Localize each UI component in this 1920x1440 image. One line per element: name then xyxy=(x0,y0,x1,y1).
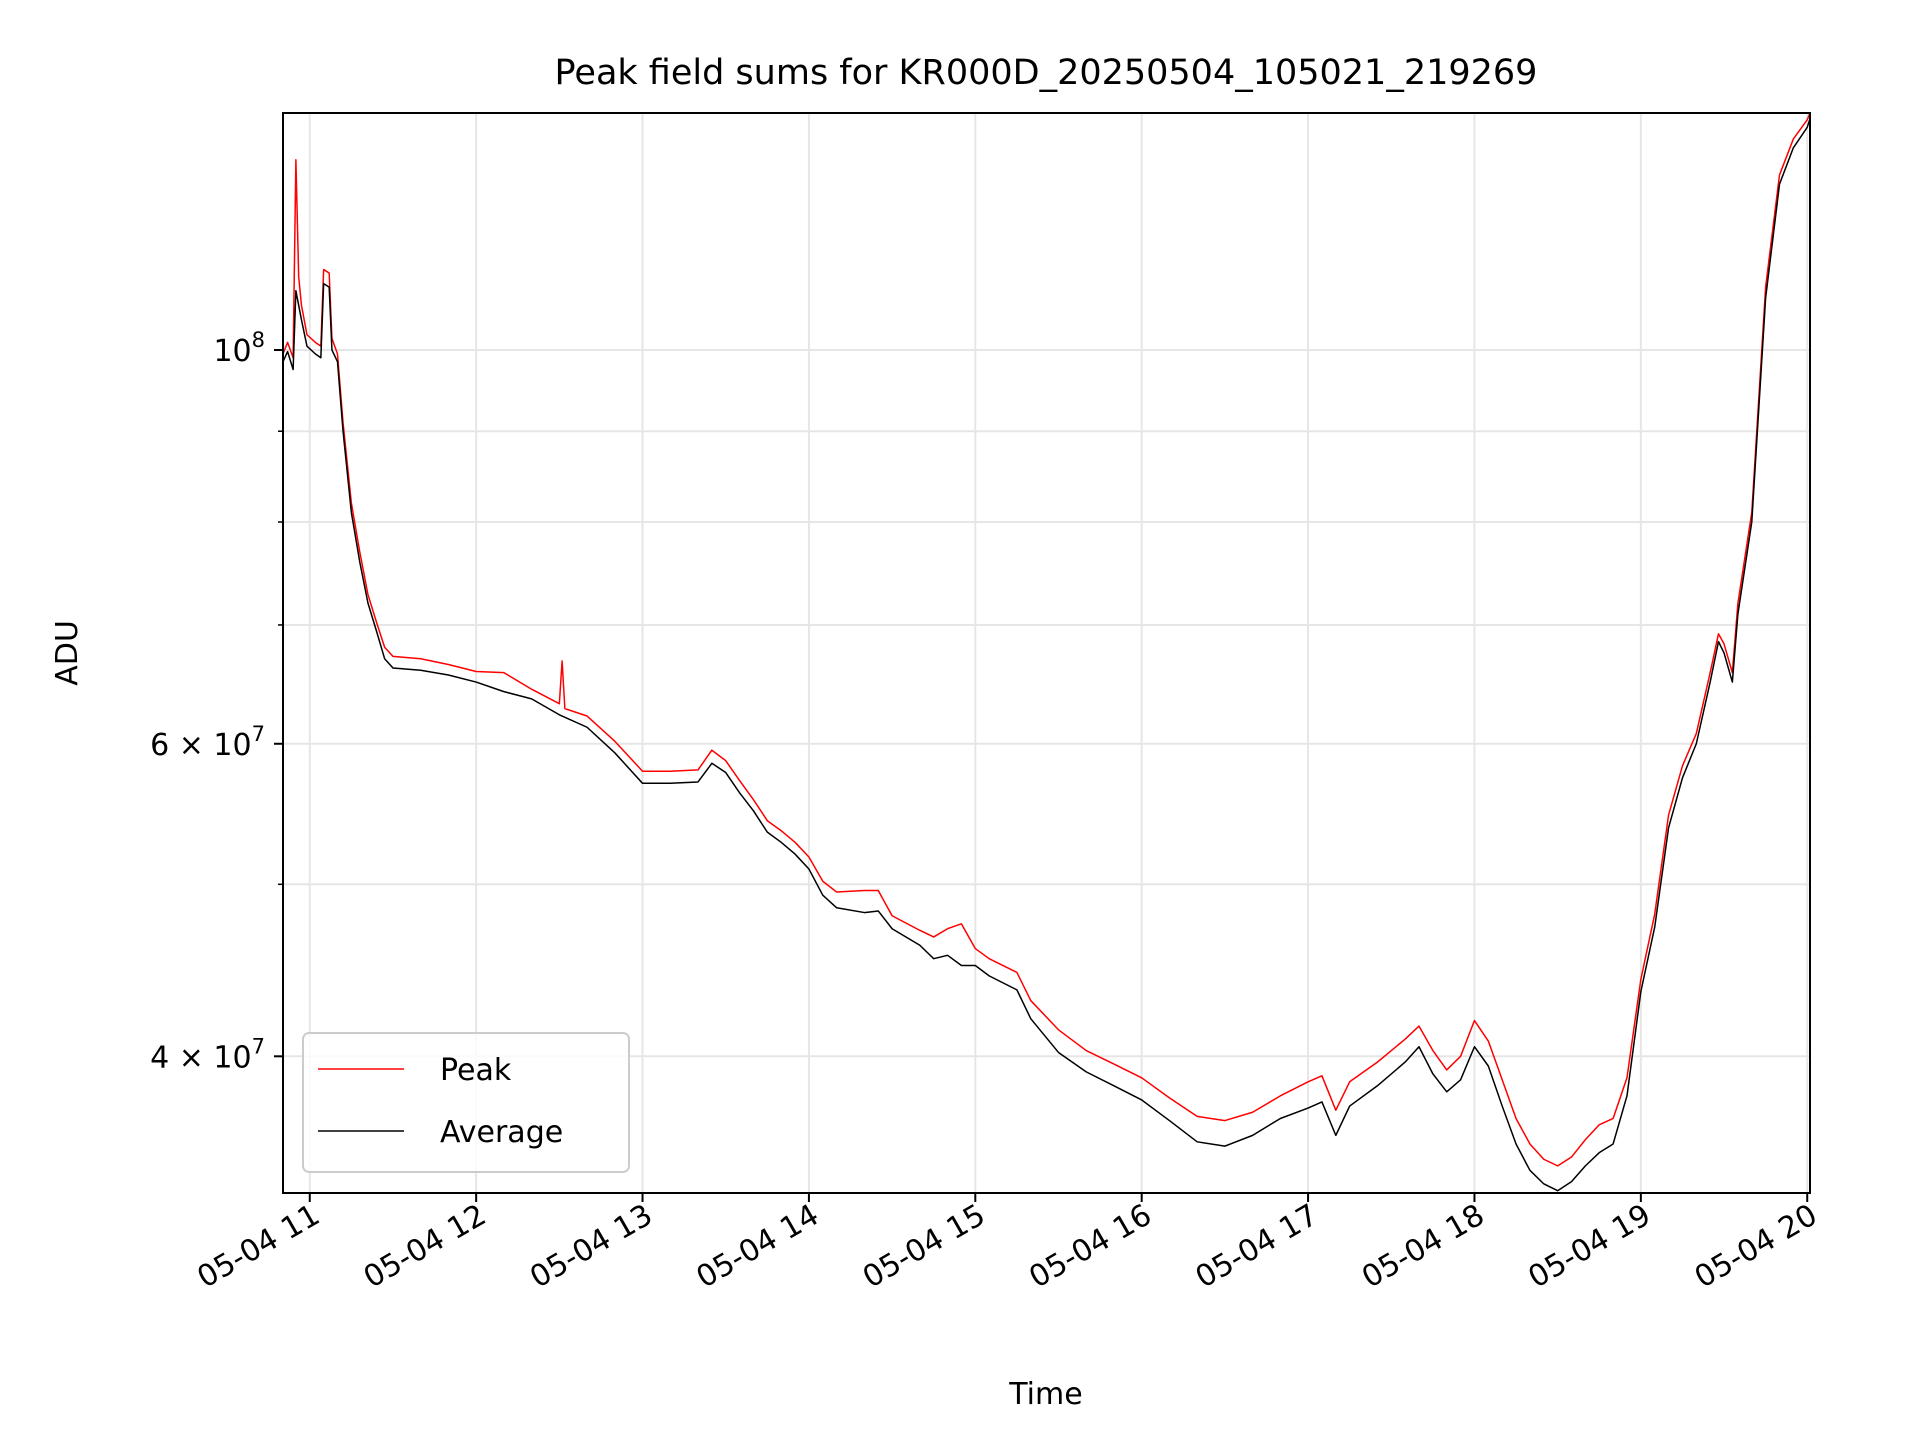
x-axis-label: Time xyxy=(1008,1377,1082,1412)
series-layer xyxy=(283,113,1810,1192)
plot-frame xyxy=(282,112,1811,1194)
legend-box xyxy=(302,1032,630,1173)
legend-label-peak: Peak xyxy=(440,1053,512,1088)
series-line-peak xyxy=(283,113,1810,1167)
series-line-average xyxy=(283,118,1810,1192)
grid xyxy=(283,113,1810,1193)
y-tick-label: 6 × 107 xyxy=(150,722,265,763)
y-tick-label: 108 xyxy=(213,328,265,369)
y-tick-label: 4 × 107 xyxy=(150,1034,265,1075)
legend-label-average: Average xyxy=(440,1115,563,1150)
y-axis-label: ADU xyxy=(50,620,85,686)
chart-title: Peak field sums for KR000D_20250504_1050… xyxy=(555,53,1538,93)
legend: Peak Average xyxy=(302,1032,630,1173)
y-axis: 108 6 × 107 4 × 107 xyxy=(150,328,283,1075)
